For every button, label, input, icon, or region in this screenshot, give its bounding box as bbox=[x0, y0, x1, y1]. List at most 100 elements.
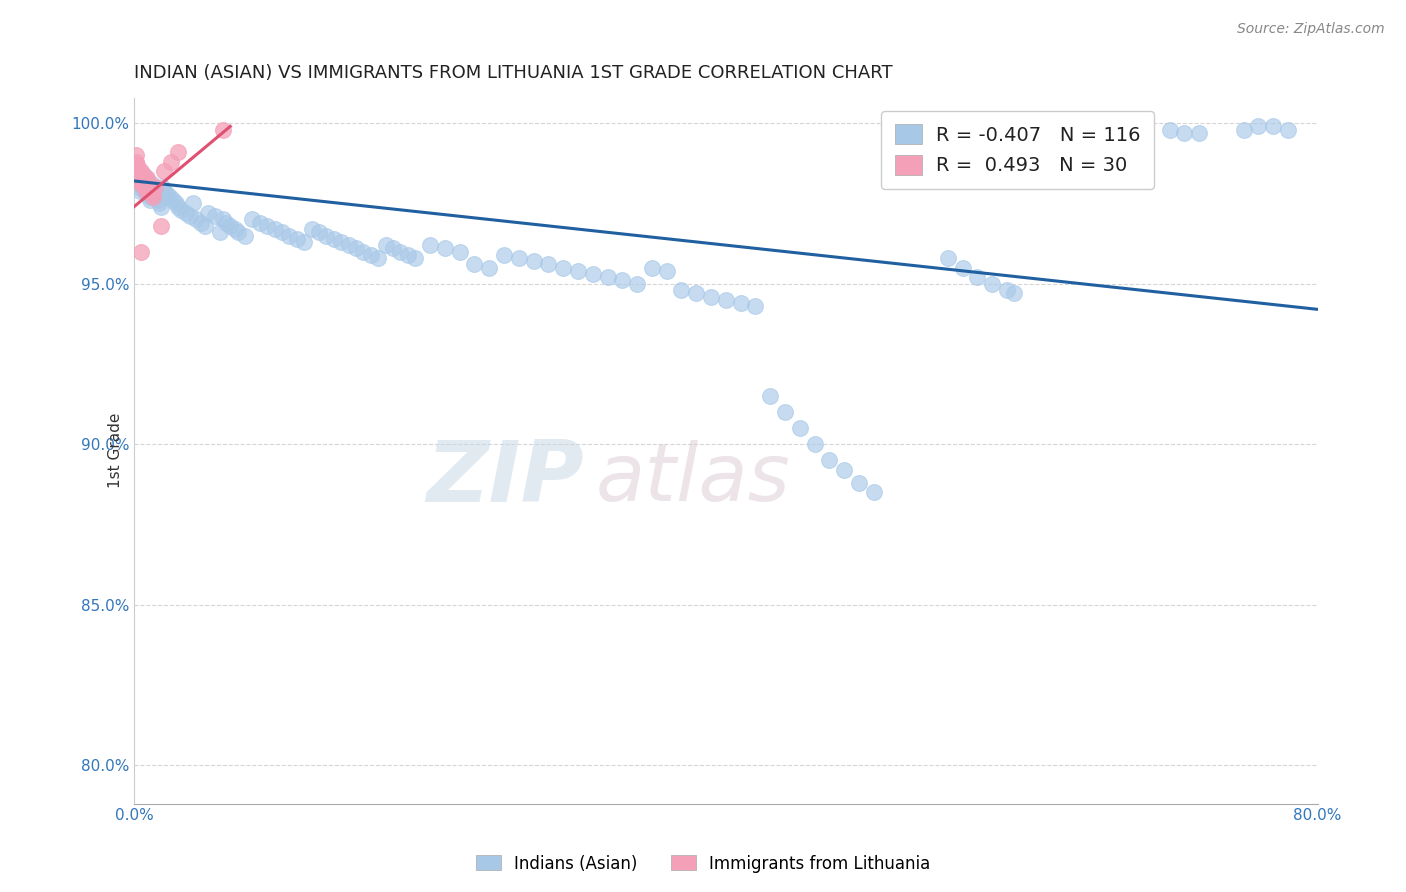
Point bbox=[271, 225, 294, 239]
Point bbox=[152, 164, 174, 178]
Point bbox=[966, 270, 988, 285]
Point bbox=[1002, 286, 1025, 301]
Point bbox=[641, 260, 664, 275]
Point bbox=[463, 257, 485, 271]
Point bbox=[242, 212, 264, 227]
Point bbox=[308, 225, 330, 239]
Point bbox=[125, 174, 148, 188]
Point bbox=[129, 174, 152, 188]
Point bbox=[134, 168, 156, 182]
Point bbox=[131, 177, 153, 191]
Point bbox=[135, 180, 157, 194]
Point bbox=[128, 180, 150, 194]
Point bbox=[773, 405, 796, 419]
Text: ZIP: ZIP bbox=[426, 437, 583, 520]
Point bbox=[149, 219, 172, 233]
Point bbox=[124, 154, 146, 169]
Point bbox=[848, 475, 870, 490]
Point bbox=[139, 190, 162, 204]
Point bbox=[1263, 120, 1285, 134]
Point bbox=[344, 241, 367, 255]
Point bbox=[149, 200, 172, 214]
Y-axis label: 1st Grade: 1st Grade bbox=[108, 413, 122, 488]
Point bbox=[433, 241, 456, 255]
Point bbox=[389, 244, 412, 259]
Point bbox=[226, 225, 249, 239]
Point bbox=[131, 244, 153, 259]
Point bbox=[582, 267, 605, 281]
Point bbox=[832, 463, 855, 477]
Point bbox=[150, 180, 173, 194]
Point bbox=[744, 299, 766, 313]
Point bbox=[138, 186, 160, 201]
Point bbox=[208, 225, 231, 239]
Text: INDIAN (ASIAN) VS IMMIGRANTS FROM LITHUANIA 1ST GRADE CORRELATION CHART: INDIAN (ASIAN) VS IMMIGRANTS FROM LITHUA… bbox=[134, 64, 893, 82]
Point bbox=[714, 293, 737, 307]
Point bbox=[170, 202, 193, 217]
Point bbox=[131, 174, 153, 188]
Point bbox=[612, 273, 634, 287]
Point bbox=[134, 177, 156, 191]
Point bbox=[139, 184, 162, 198]
Point bbox=[142, 190, 165, 204]
Legend: Indians (Asian), Immigrants from Lithuania: Indians (Asian), Immigrants from Lithuan… bbox=[470, 848, 936, 880]
Point bbox=[655, 264, 678, 278]
Point bbox=[789, 421, 811, 435]
Point bbox=[212, 122, 235, 136]
Point bbox=[1188, 126, 1211, 140]
Point bbox=[125, 158, 148, 172]
Point bbox=[492, 248, 515, 262]
Point bbox=[165, 196, 187, 211]
Point bbox=[141, 180, 163, 194]
Point bbox=[952, 260, 974, 275]
Point bbox=[285, 232, 308, 246]
Point bbox=[135, 170, 157, 185]
Point bbox=[139, 193, 162, 207]
Point bbox=[159, 190, 181, 204]
Point bbox=[174, 206, 197, 220]
Point bbox=[818, 453, 841, 467]
Point bbox=[128, 177, 150, 191]
Point bbox=[337, 238, 360, 252]
Point bbox=[367, 251, 389, 265]
Point bbox=[224, 222, 246, 236]
Point bbox=[1173, 126, 1195, 140]
Point bbox=[132, 180, 155, 194]
Point bbox=[124, 148, 146, 162]
Point bbox=[135, 184, 157, 198]
Text: atlas: atlas bbox=[596, 440, 790, 518]
Point bbox=[186, 212, 208, 227]
Point bbox=[419, 238, 441, 252]
Point bbox=[138, 177, 160, 191]
Point bbox=[700, 289, 723, 303]
Point bbox=[132, 177, 155, 191]
Point bbox=[197, 206, 219, 220]
Point bbox=[981, 277, 1004, 291]
Point bbox=[219, 219, 242, 233]
Point bbox=[330, 235, 353, 249]
Point bbox=[508, 251, 530, 265]
Point bbox=[537, 257, 560, 271]
Point bbox=[179, 209, 201, 223]
Point bbox=[212, 212, 235, 227]
Point bbox=[1025, 122, 1047, 136]
Point bbox=[136, 174, 159, 188]
Point bbox=[132, 170, 155, 185]
Point bbox=[278, 228, 301, 243]
Point bbox=[138, 180, 160, 194]
Point bbox=[129, 170, 152, 185]
Point bbox=[596, 270, 619, 285]
Point bbox=[478, 260, 501, 275]
Point bbox=[152, 184, 174, 198]
Point bbox=[730, 296, 752, 310]
Point bbox=[162, 193, 184, 207]
Point bbox=[128, 164, 150, 178]
Point bbox=[136, 180, 159, 194]
Point bbox=[142, 184, 165, 198]
Point bbox=[181, 196, 204, 211]
Point bbox=[1011, 126, 1033, 140]
Text: Source: ZipAtlas.com: Source: ZipAtlas.com bbox=[1237, 22, 1385, 37]
Point bbox=[125, 161, 148, 175]
Point bbox=[132, 168, 155, 182]
Point bbox=[449, 244, 471, 259]
